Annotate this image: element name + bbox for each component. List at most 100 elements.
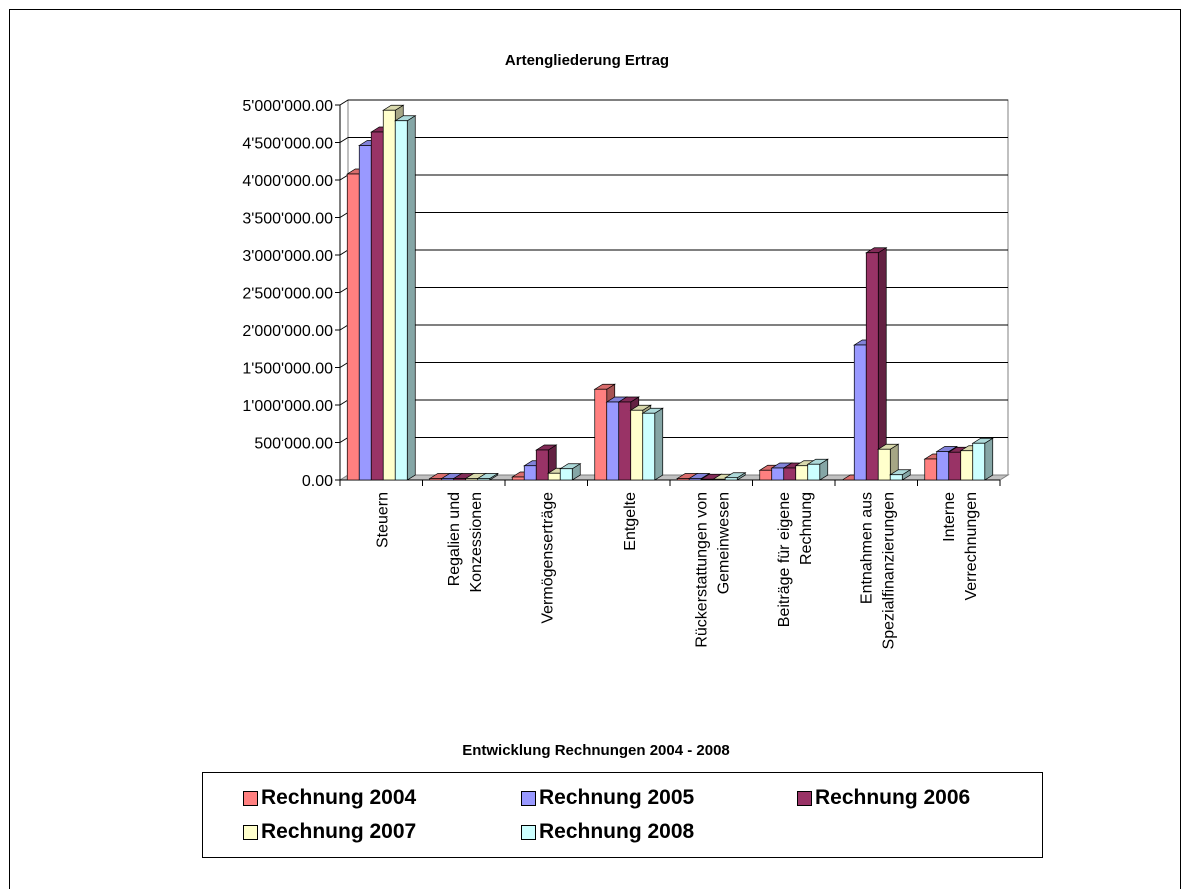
chart-frame xyxy=(9,9,1181,889)
x-tick-label-line: Steuern xyxy=(374,492,391,548)
legend-label: Rechnung 2007 xyxy=(261,820,417,843)
bar-front xyxy=(960,450,974,481)
legend-label: Rechnung 2008 xyxy=(539,820,695,843)
x-tick-label: Entgelte xyxy=(622,492,639,551)
legend-swatch xyxy=(797,790,812,806)
bar-front xyxy=(700,478,714,481)
gridline-side xyxy=(339,437,349,443)
legend-swatch xyxy=(243,790,258,806)
gridline-side xyxy=(339,137,349,143)
bar xyxy=(806,458,829,481)
bar-front xyxy=(523,465,537,481)
bar-front xyxy=(630,409,644,481)
x-tick-label: Interne Verrechnungen xyxy=(941,492,980,601)
y-tick-label: 0.00 xyxy=(302,473,333,490)
bar-front xyxy=(477,478,491,481)
x-tick-label: Rückerstattungen von Gemeinwesen xyxy=(693,492,732,648)
bar-front xyxy=(618,401,632,481)
x-tick-label-line: Entnahmen aus xyxy=(858,492,875,604)
legend-swatch xyxy=(521,824,536,840)
legend-item: Rechnung 2005 xyxy=(521,785,694,811)
gridline-side xyxy=(339,324,349,331)
bar-side xyxy=(654,407,664,481)
bar xyxy=(476,472,499,481)
bar-front xyxy=(606,401,620,481)
bar xyxy=(559,463,582,481)
x-tick-label-line: Rechnung xyxy=(798,492,815,565)
legend-label: Rechnung 2004 xyxy=(261,786,417,809)
x-tick-label-line: Interne xyxy=(941,492,958,542)
bar-front xyxy=(547,472,561,481)
legend-swatch xyxy=(521,790,536,806)
y-tick-label: 2'000'000.00 xyxy=(242,323,333,340)
x-tick-label: Entnahmen aus Spezialfinanzierungen xyxy=(858,492,897,649)
gridline-side xyxy=(339,399,349,406)
legend-label: Rechnung 2006 xyxy=(815,786,971,809)
legend-item: Rechnung 2006 xyxy=(797,785,970,811)
bar-front xyxy=(642,412,656,481)
bar-front xyxy=(594,388,608,481)
bar-front xyxy=(511,476,525,481)
bar xyxy=(724,472,747,481)
bar xyxy=(865,247,888,481)
bar-front xyxy=(453,478,467,481)
bar-front xyxy=(936,451,950,481)
gridline-side xyxy=(339,362,349,368)
bar-front xyxy=(889,474,903,481)
gridline-side xyxy=(339,174,349,181)
bar-front xyxy=(795,465,809,481)
bars xyxy=(346,104,994,481)
bar xyxy=(394,115,417,481)
bar-front xyxy=(559,468,573,481)
bar-front xyxy=(382,109,396,481)
gridline-side xyxy=(339,212,349,218)
bar xyxy=(971,437,994,481)
bar-front xyxy=(346,173,360,481)
bar-front xyxy=(948,451,962,481)
gridline-side xyxy=(339,287,349,293)
bar-front xyxy=(370,131,384,481)
bar-front xyxy=(429,478,443,481)
bar xyxy=(889,469,912,481)
bar-front xyxy=(712,478,726,481)
bar-front xyxy=(972,442,986,481)
bar-front xyxy=(853,344,867,481)
bar-front xyxy=(807,463,821,481)
x-tick-label: Steuern xyxy=(374,492,391,548)
x-tick-label-line: Entgelte xyxy=(622,492,639,551)
bar-front xyxy=(394,120,408,481)
bar-front xyxy=(924,458,938,481)
bar-front xyxy=(535,449,549,481)
y-tick-label: 1'000'000.00 xyxy=(242,398,333,415)
bar xyxy=(877,443,900,481)
x-tick-label-line: Vermögenserträge xyxy=(539,492,556,624)
x-tick-label: Regalien und Konzessionen xyxy=(446,492,485,593)
plot-area xyxy=(338,99,1010,481)
bar-side xyxy=(984,437,994,481)
gridline-side xyxy=(339,99,349,106)
bar-front xyxy=(688,478,702,481)
bar-front xyxy=(783,467,797,481)
y-tick-label: 4'500'000.00 xyxy=(242,136,333,153)
legend-item: Rechnung 2004 xyxy=(243,785,416,811)
legend-item: Rechnung 2008 xyxy=(521,819,694,845)
legend-label: Rechnung 2005 xyxy=(539,786,695,809)
x-tick-label: Beiträge für eigene Rechnung xyxy=(776,492,815,627)
y-tick-label: 2'500'000.00 xyxy=(242,286,333,303)
y-tick-label: 1'500'000.00 xyxy=(242,361,333,378)
x-tick-label-line: Spezialfinanzierungen xyxy=(880,492,897,649)
chart-title: Artengliederung Ertrag xyxy=(505,52,669,69)
x-axis-title: Entwicklung Rechnungen 2004 - 2008 xyxy=(462,742,730,759)
bar xyxy=(641,407,664,481)
x-tick-label-line: Konzessionen xyxy=(468,492,485,593)
bar-front xyxy=(676,478,690,481)
y-tick-label: 5'000'000.00 xyxy=(242,98,333,115)
bar-side xyxy=(406,115,416,481)
x-tick-label: Vermögenserträge xyxy=(539,492,556,624)
y-axis: 0.00 500'000.00 1'000'000.00 1'500'000.00 2'… xyxy=(242,98,341,490)
bar-front xyxy=(877,448,891,481)
bar-front xyxy=(724,477,738,481)
gridline-side xyxy=(339,249,349,256)
y-tick-label: 4'000'000.00 xyxy=(242,173,333,190)
